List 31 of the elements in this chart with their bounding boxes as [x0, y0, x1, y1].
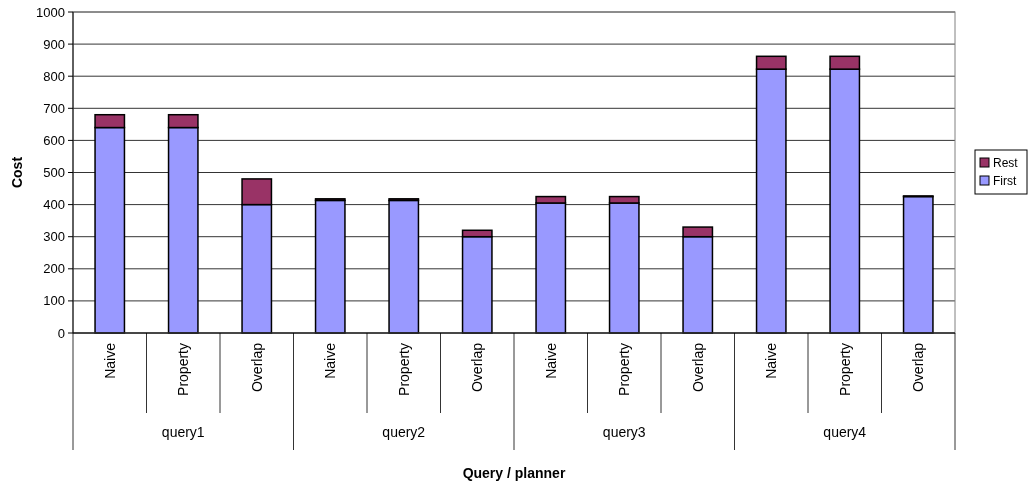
x-tick-label: Overlap — [248, 342, 265, 393]
text: query1 — [161, 424, 205, 440]
y-tick-label: 0 — [57, 325, 65, 341]
x-tick-label: Property — [175, 343, 192, 396]
x-axis-title: Query / planner — [462, 465, 566, 481]
text: query4 — [823, 424, 867, 440]
x-tick-label: Overlap — [469, 342, 486, 393]
y-tick-label: 900 — [43, 36, 65, 52]
y-tick-label: 200 — [43, 261, 65, 277]
y-tick-label: 600 — [43, 132, 65, 148]
y-tick-label: 500 — [43, 165, 65, 181]
x-tick-label: Naive — [542, 342, 559, 379]
x-tick-label: Property — [836, 343, 853, 396]
x-tick-label: Property — [616, 343, 633, 396]
y-tick-label: 100 — [43, 293, 65, 309]
y-axis-title: Cost — [9, 156, 25, 189]
y-tick-label: 400 — [43, 197, 65, 213]
x-tick-label: Property — [395, 343, 412, 396]
text: query2 — [382, 424, 426, 440]
legend-label: First — [993, 174, 1017, 189]
x-tick-label: Naive — [101, 342, 118, 379]
y-tick-label: 1000 — [36, 4, 65, 20]
x-tick-label: Overlap — [910, 342, 927, 393]
x-tick-label: Overlap — [689, 342, 706, 393]
x-tick-label: Naive — [322, 342, 339, 379]
x-tick-label: Naive — [763, 342, 780, 379]
text: query3 — [602, 424, 646, 440]
y-tick-label: 700 — [43, 100, 65, 116]
y-tick-label: 800 — [43, 68, 65, 84]
legend-label: Rest — [993, 156, 1019, 171]
y-tick-label: 300 — [43, 229, 65, 245]
